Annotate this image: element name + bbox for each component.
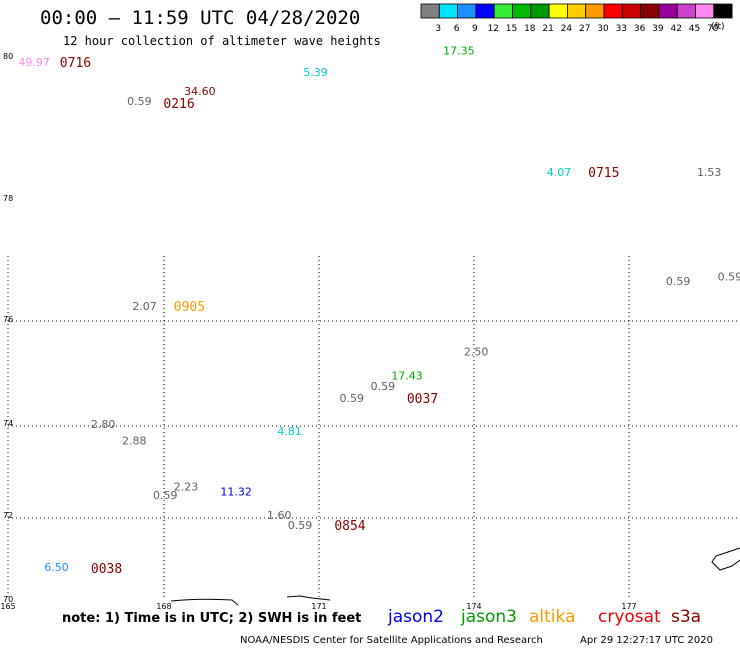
longitude-label: 168 — [156, 602, 171, 611]
latitude-label: 80 — [3, 52, 13, 61]
time-stamp-label: 0216 — [163, 97, 194, 112]
scale-swatch — [713, 3, 733, 19]
color-scale-units: (ft) — [711, 22, 725, 32]
generated-timestamp: Apr 29 12:27:17 UTC 2020 — [580, 635, 713, 646]
time-stamp-label: 0854 — [334, 519, 365, 534]
scale-tick-label: 21 — [542, 24, 553, 34]
time-stamp-label: 0037 — [407, 392, 438, 407]
wave-height-label: 1.60 — [267, 509, 292, 522]
map-title: 00:00 – 11:59 UTC 04/28/2020 — [40, 7, 361, 29]
scale-tick-label: 36 — [634, 24, 646, 34]
latitude-label: 78 — [3, 194, 13, 203]
scale-tick-label: 42 — [670, 24, 681, 34]
longitude-label: 174 — [466, 602, 481, 611]
longitude-label: 171 — [311, 602, 326, 611]
mission-s3a: s3a — [671, 607, 702, 627]
wave-height-label: 0.59 — [127, 95, 152, 108]
wave-height-label: 17.35 — [443, 44, 475, 57]
wave-height-label: 0.59 — [288, 519, 313, 532]
scale-tick-label: 3 — [435, 24, 441, 34]
wave-height-label: 0.59 — [153, 489, 178, 502]
time-stamp-label: 0905 — [174, 300, 205, 315]
wave-height-label: 0.59 — [371, 380, 396, 393]
wave-height-label: 2.88 — [122, 435, 146, 448]
scale-tick-label: 15 — [506, 24, 517, 34]
longitude-label: 165 — [0, 602, 15, 611]
scale-tick-label: 12 — [487, 24, 498, 34]
scale-tick-label: 24 — [561, 24, 573, 34]
wave-height-label: 0.59 — [666, 275, 691, 288]
wave-height-label: 2.50 — [464, 346, 489, 359]
wave-height-label: 2.80 — [91, 418, 116, 431]
wave-height-label: 17.43 — [391, 370, 423, 383]
scale-tick-label: 27 — [579, 24, 590, 34]
map-subtitle: 12 hour collection of altimeter wave hei… — [63, 34, 381, 48]
scale-tick-label: 39 — [652, 24, 664, 34]
scale-tick-label: 18 — [524, 24, 536, 34]
scale-tick-label: 33 — [616, 24, 627, 34]
scale-tick-label: 9 — [472, 24, 478, 34]
time-stamp-label: 0038 — [91, 562, 122, 577]
credit-line: NOAA/NESDIS Center for Satellite Applica… — [240, 635, 543, 646]
latitude-label: 70 — [3, 595, 13, 604]
wave-height-label: 11.32 — [220, 486, 252, 499]
scale-tick-label: 6 — [454, 24, 460, 34]
wave-height-label: 49.97 — [18, 56, 50, 69]
mission-cryosat: cryosat — [598, 607, 661, 627]
latitude-label: 74 — [3, 419, 13, 428]
latitude-label: 76 — [3, 315, 13, 324]
wave-height-label: 6.50 — [44, 561, 68, 574]
scale-tick-label: 45 — [689, 24, 700, 34]
mission-jason3: jason3 — [461, 607, 517, 627]
mission-jason2: jason2 — [388, 607, 444, 627]
mission-altika: altika — [529, 607, 576, 627]
coastline — [170, 598, 239, 606]
wave-height-label: 2.23 — [174, 480, 199, 493]
wave-height-label: 34.60 — [184, 85, 216, 98]
wave-height-label: 0.59 — [340, 392, 365, 405]
time-stamp-label: 0715 — [588, 166, 619, 181]
wave-height-label: 1.53 — [697, 166, 722, 179]
scale-tick-label: 30 — [597, 24, 609, 34]
coastline — [711, 547, 740, 571]
latitude-label: 72 — [3, 511, 13, 520]
footer-note: note: 1) Time is in UTC; 2) SWH is in fe… — [62, 611, 362, 626]
wave-height-label: 4.81 — [277, 425, 302, 438]
wave-height-label: 4.07 — [547, 166, 572, 179]
scale-tick-label: 70 — [707, 24, 719, 34]
wave-height-label: 0.59 — [718, 271, 740, 284]
color-scale: 3 6 9 12 15 18 21 24 27 30 33 36 39 42 45 70 — [420, 3, 733, 34]
time-stamp-label: 0716 — [60, 56, 91, 71]
wave-height-label: 2.07 — [132, 300, 157, 313]
coastline — [286, 595, 331, 601]
longitude-label: 177 — [621, 602, 636, 611]
wave-height-label: 5.39 — [303, 66, 328, 79]
